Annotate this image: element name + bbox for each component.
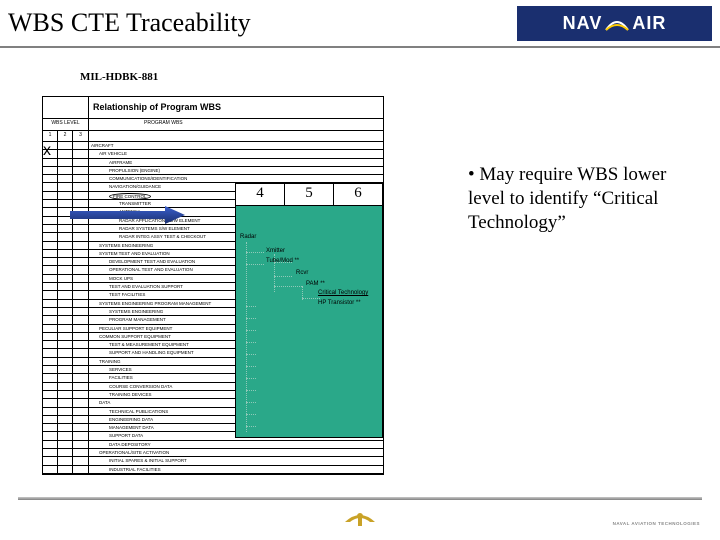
logo-text-left: NAV [563, 13, 603, 34]
detail-level-6: 6 [334, 184, 382, 205]
footer-tagline: NAVAL AVIATION TECHNOLOGIES [613, 521, 700, 526]
logo-text-right: AIR [632, 13, 666, 34]
levels-label: WBS LEVEL [43, 119, 89, 130]
wbs-row-label: INDUSTRIAL FACILITIES [89, 466, 383, 473]
detail-pam: PAM ** [306, 281, 325, 287]
table-header: Relationship of Program WBS [89, 97, 383, 118]
program-wbs-label: PROGRAM WBS [89, 119, 383, 130]
doc-reference: MIL-HDBK-881 [80, 71, 158, 83]
wbs-row-label: AIRFRAME [89, 159, 383, 166]
detail-level-4: 4 [236, 184, 285, 205]
detail-critical-tech: Critical Technology [318, 290, 368, 296]
table-row: AIRFRAME [43, 159, 383, 167]
level-2: 2 [58, 131, 73, 141]
table-row: PROPULSION (ENGINE) [43, 167, 383, 175]
wbs-row-label: PROPULSION (ENGINE) [89, 167, 383, 174]
bullet-note: • May require WBS lower level to identif… [468, 163, 708, 234]
wbs-row-label: AIRCRAFT [89, 142, 383, 149]
traceability-arrow-icon [70, 206, 185, 224]
wbs-row-label: AIR VEHICLE [89, 150, 383, 157]
table-row: INDUSTRIAL FACILITIES [43, 466, 383, 474]
wbs-row-label: DATA DEPOSITORY [89, 441, 383, 448]
level-1: 1 [43, 131, 58, 141]
level-3: 3 [73, 131, 89, 141]
table-row: OPERATIONAL/SITE ACTIVATION [43, 449, 383, 457]
content-area: MIL-HDBK-881 Relationship of Program WBS… [0, 48, 720, 488]
table-header-row: Relationship of Program WBS [43, 97, 383, 119]
lower-level-detail: 4 5 6 Radar Xmitter [235, 183, 383, 438]
wbs-row-label: INITIAL SPARES & INITIAL SUPPORT [89, 457, 383, 464]
detail-rcvr: Rcvr [296, 270, 308, 276]
wings-badge-icon [340, 504, 380, 534]
logo-swoosh-icon [604, 12, 630, 34]
footer-rule [18, 497, 702, 500]
table-row: AIR VEHICLE [43, 150, 383, 158]
wbs-row-label: COMMUNICATIONS/IDENTIFICATION [89, 175, 383, 182]
detail-levels-row: 4 5 6 [236, 184, 382, 206]
detail-radar: Radar [240, 234, 256, 240]
table-row: INITIAL SPARES & INITIAL SUPPORT [43, 457, 383, 465]
table-row: DATA DEPOSITORY [43, 441, 383, 449]
table-subheader-row: WBS LEVEL PROGRAM WBS [43, 119, 383, 131]
title-bar: WBS CTE Traceability NAV AIR [0, 0, 720, 48]
table-row: xAIRCRAFT [43, 142, 383, 150]
detail-level-5: 5 [285, 184, 334, 205]
detail-xmitter: Xmitter [266, 248, 285, 254]
levels-row: 1 2 3 [43, 131, 383, 142]
detail-tube: Tube/Mod ** [266, 258, 299, 264]
detail-hp-transistor: HP Transistor ** [318, 300, 361, 306]
wbs-row-label: OPERATIONAL/SITE ACTIVATION [89, 449, 383, 456]
detail-tree: Radar Xmitter Tube/Mod ** Rcvr PAM ** Cr… [236, 206, 382, 437]
slide-title: WBS CTE Traceability [8, 8, 251, 38]
navair-logo: NAV AIR [517, 6, 712, 41]
